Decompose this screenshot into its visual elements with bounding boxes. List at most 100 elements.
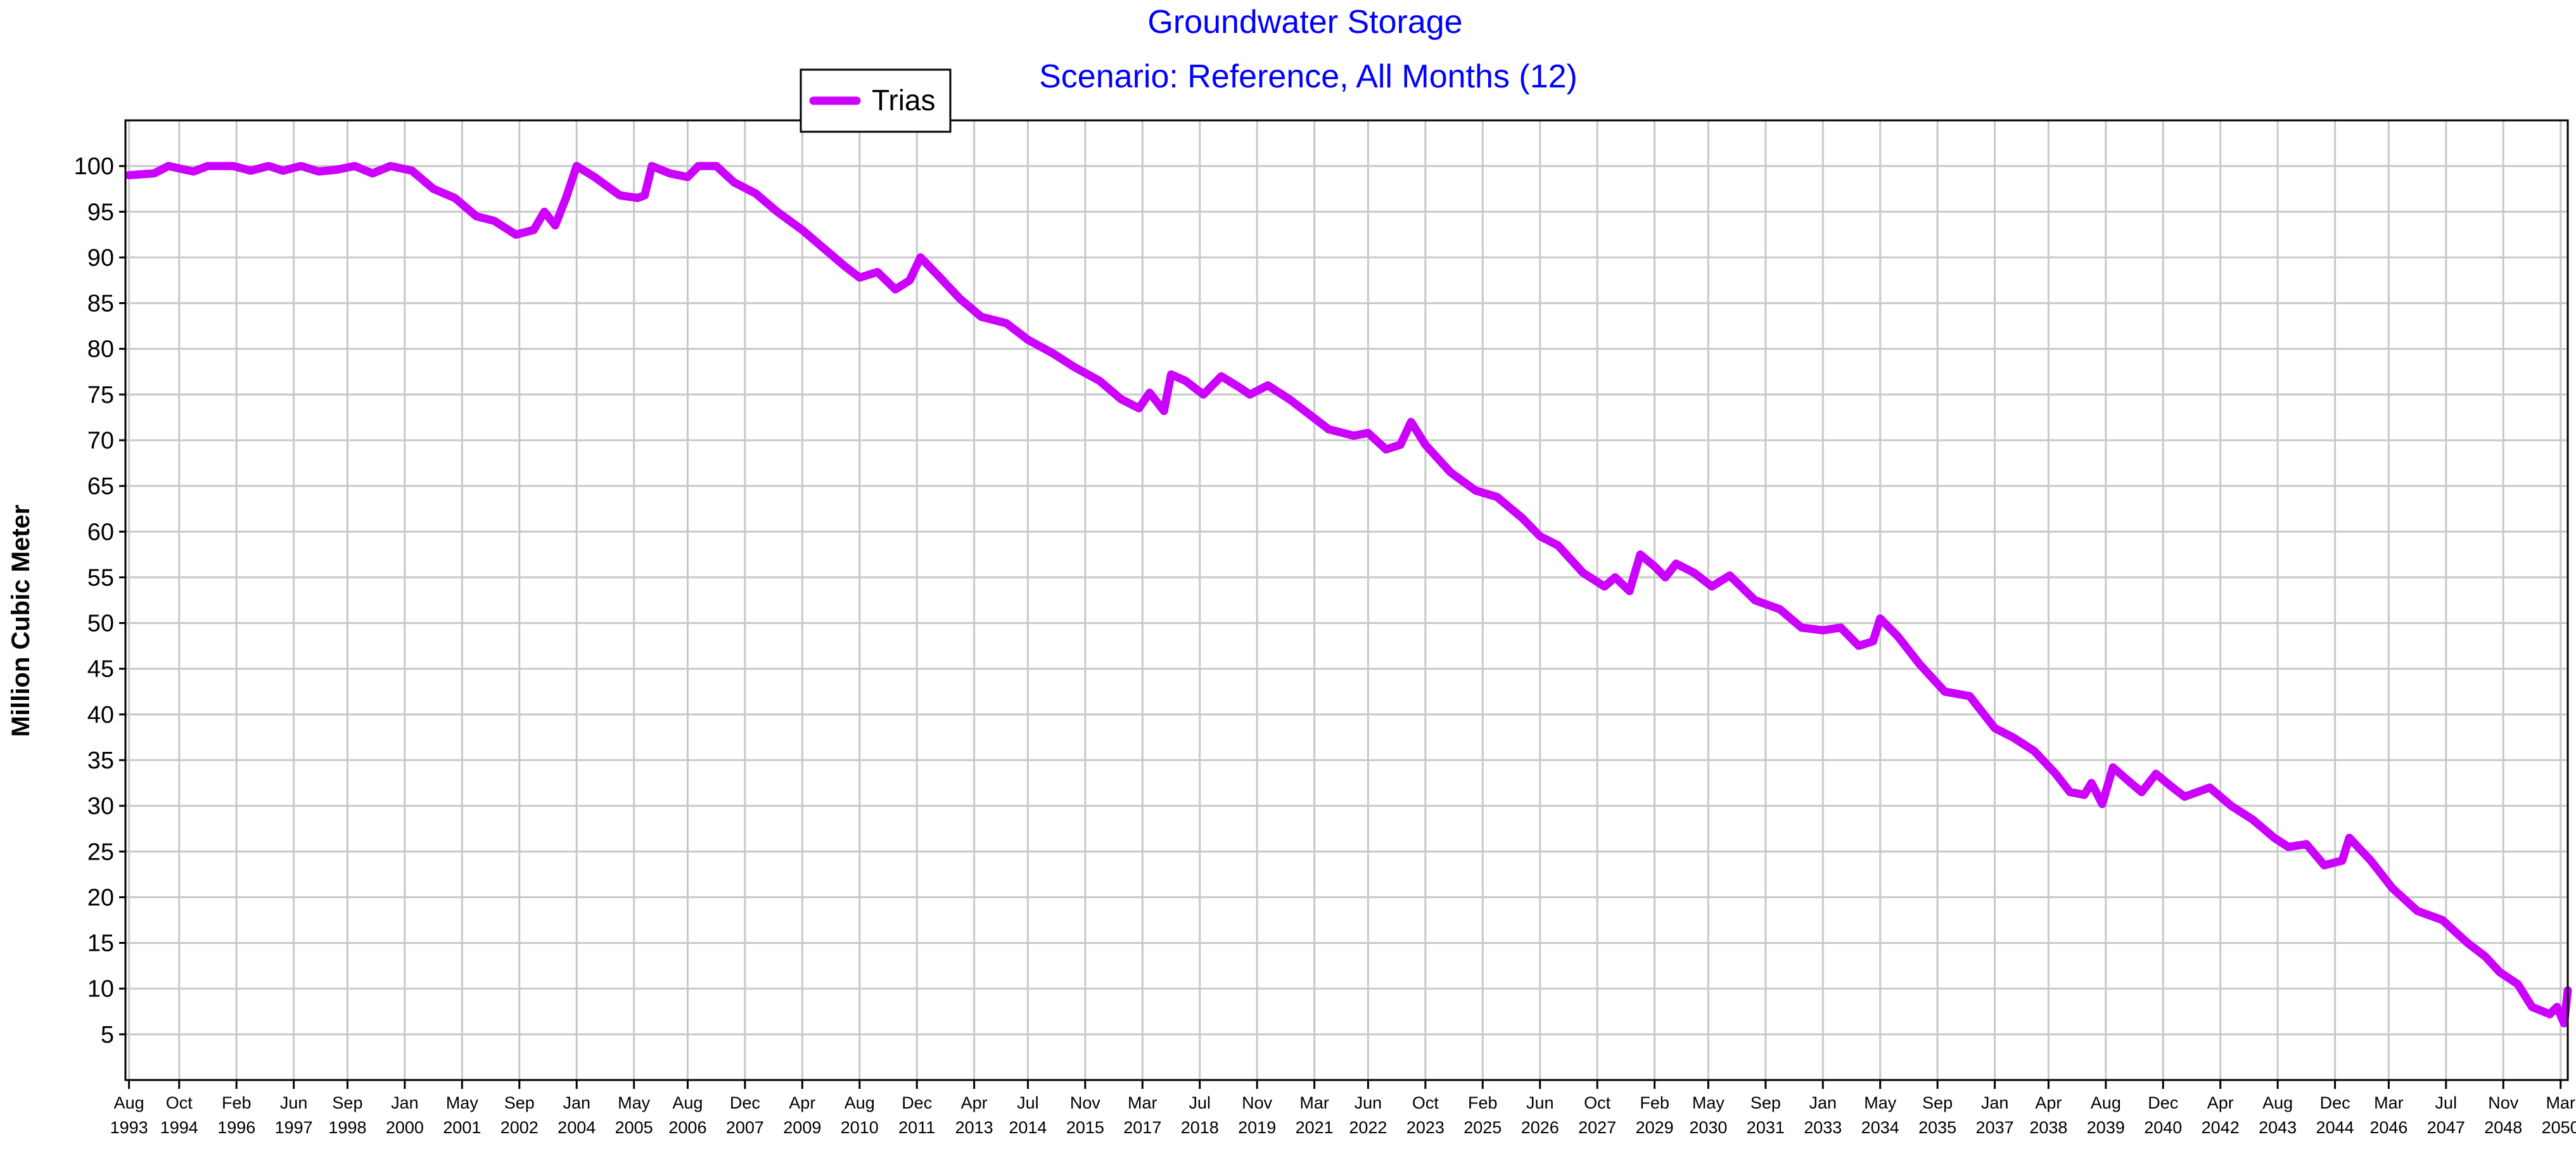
x-tick-year: 2010 [841, 1118, 879, 1137]
data-point [2555, 1005, 2559, 1009]
grid [125, 120, 2568, 1080]
data-point [410, 168, 414, 173]
x-tick-month: Dec [2320, 1093, 2350, 1112]
data-point [1384, 447, 1388, 452]
data-point [2032, 749, 2036, 753]
data-point [2530, 1005, 2534, 1009]
data-point [1219, 374, 1223, 378]
plot-frame [124, 119, 2569, 1081]
x-tick-year: 2014 [1009, 1118, 1047, 1137]
data-point [800, 228, 805, 232]
x-tick-month: Jul [2435, 1093, 2458, 1112]
data-point [335, 167, 339, 172]
series-layer [125, 162, 2572, 1027]
x-tick-month: Nov [1070, 1093, 1101, 1112]
x-tick-year: 2007 [726, 1118, 764, 1137]
x-tick-month: Apr [2035, 1093, 2062, 1112]
y-tick-label: 60 [87, 519, 114, 545]
y-tick-label: 5 [101, 1022, 114, 1048]
x-tick-year: 2006 [668, 1118, 706, 1137]
x-tick-year: 2040 [2144, 1118, 2182, 1137]
data-point [696, 164, 701, 168]
x-tick-month: Sep [1922, 1093, 1953, 1112]
chart-subtitle: Scenario: Reference, All Months (12) [1039, 58, 1578, 95]
y-tick-label: 55 [87, 564, 114, 591]
data-point [1097, 379, 1102, 383]
data-point [649, 164, 654, 168]
data-point [775, 210, 779, 214]
data-point [553, 223, 558, 227]
data-point [388, 164, 393, 168]
x-tick-year: 2039 [2087, 1118, 2125, 1137]
data-point [1474, 488, 1477, 493]
x-tick-month: Oct [1412, 1093, 1439, 1112]
x-tick-year: 2000 [386, 1118, 424, 1137]
y-tick-label: 40 [87, 702, 114, 728]
data-point [1448, 470, 1453, 474]
data-point [1051, 351, 1055, 355]
data-point [1538, 534, 1542, 538]
data-point [1327, 427, 1331, 431]
data-point [2347, 836, 2352, 840]
data-point [2390, 886, 2394, 890]
data-point [2207, 785, 2212, 790]
data-point [1993, 726, 1997, 730]
data-point [1839, 625, 1843, 630]
plot-area [125, 120, 2568, 1080]
data-point [1169, 372, 1173, 377]
data-point [352, 164, 357, 168]
data-point [635, 196, 640, 200]
y-tick-label: 30 [87, 793, 114, 820]
data-point [2183, 794, 2187, 799]
data-point [371, 171, 374, 175]
x-tick-month: Mar [2546, 1093, 2575, 1112]
x-tick-month: Jan [391, 1093, 419, 1112]
x-tick-year: 2029 [1636, 1118, 1674, 1137]
y-tick-label: 85 [87, 291, 114, 317]
data-point [876, 270, 879, 274]
data-point [936, 274, 941, 278]
data-point [1237, 385, 1241, 390]
y-tick-label: 45 [87, 656, 114, 683]
y-tick-label: 25 [87, 839, 114, 865]
x-tick-year: 2050 [2542, 1118, 2576, 1137]
data-point [2369, 858, 2373, 863]
data-point [1201, 392, 1206, 397]
y-tick-label: 65 [87, 473, 114, 500]
data-point [1409, 420, 1413, 424]
y-tick-label: 90 [87, 245, 114, 271]
data-point [2465, 941, 2470, 945]
x-tick-year: 2009 [783, 1118, 821, 1137]
legend[interactable]: Trias [800, 68, 952, 133]
x-tick-month: Feb [222, 1093, 252, 1112]
x-tick-month: Feb [1640, 1093, 1669, 1112]
data-point [281, 168, 285, 173]
data-point [732, 181, 736, 185]
x-tick-month: Dec [730, 1093, 760, 1112]
data-point [2089, 781, 2094, 785]
x-tick-month: May [1864, 1093, 1897, 1112]
data-point [1183, 379, 1188, 383]
legend-label-trias: Trias [872, 84, 936, 117]
data-point [2515, 982, 2520, 986]
data-point [2340, 858, 2344, 863]
x-tick-year: 2019 [1238, 1118, 1276, 1137]
x-tick-year: 2018 [1181, 1118, 1219, 1137]
data-point [1968, 694, 1972, 698]
x-tick-month: Nov [2488, 1093, 2519, 1112]
data-point [1752, 598, 1757, 602]
data-point [1247, 392, 1252, 397]
data-point [843, 264, 848, 269]
x-tick-month: Mar [1299, 1093, 1329, 1112]
data-point [431, 187, 436, 191]
data-point [492, 219, 497, 223]
data-point [2111, 765, 2115, 770]
data-point [191, 169, 196, 174]
x-tick-month: Oct [1584, 1093, 1611, 1112]
y-tick-label: 35 [87, 747, 114, 774]
x-tick-year: 2004 [558, 1118, 596, 1137]
x-tick-year: 2038 [2029, 1118, 2067, 1137]
x-tick-month: Nov [1242, 1093, 1273, 1112]
x-tick-year: 2048 [2484, 1118, 2522, 1137]
